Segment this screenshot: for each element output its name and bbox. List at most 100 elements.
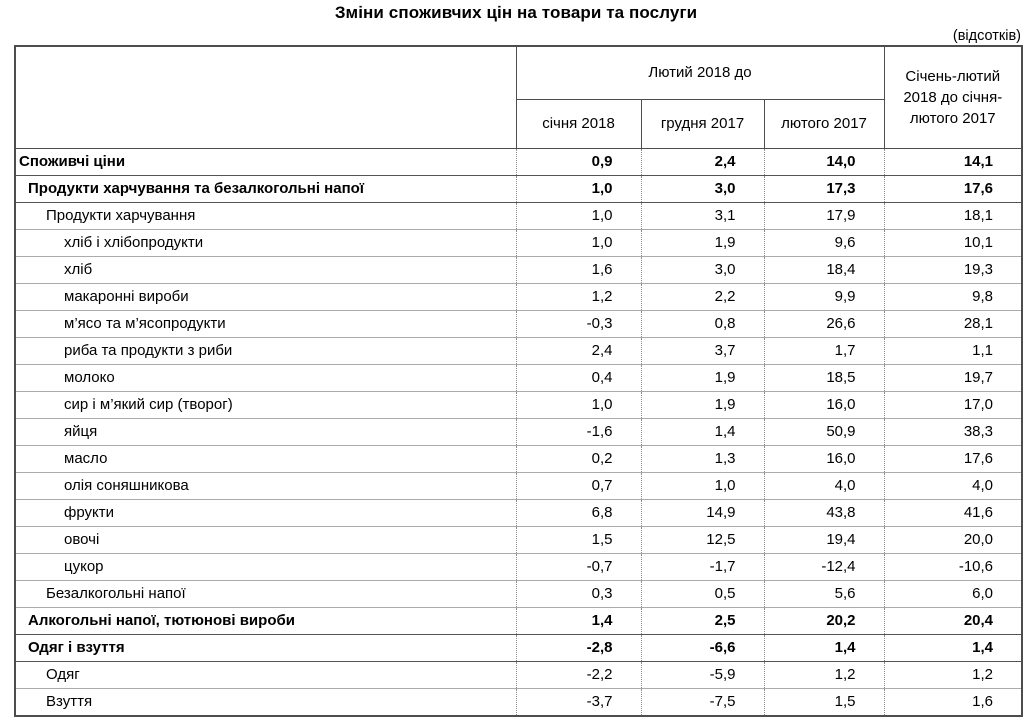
row-value: -7,5 (640, 688, 764, 716)
row-label: Одяг і взуття (15, 633, 516, 662)
row-value: 28,1 (883, 310, 1023, 338)
row-label: фрукти (15, 499, 516, 527)
row-value: 38,3 (883, 418, 1023, 446)
row-value: 0,4 (515, 364, 641, 392)
row-value: 1,0 (515, 229, 641, 257)
table-row: макаронні вироби 1,2 2,2 9,9 9,8 (15, 283, 1023, 311)
row-value: 1,7 (763, 337, 885, 365)
row-value: 2,5 (640, 606, 764, 635)
row-value: 1,5 (763, 688, 885, 716)
row-label: макаронні вироби (15, 283, 516, 311)
table-row: масло 0,2 1,3 16,0 17,6 (15, 445, 1023, 473)
row-value: 19,3 (883, 256, 1023, 284)
table-body: Споживчі ціни 0,9 2,4 14,0 14,1 Продукти харч… (15, 147, 1023, 716)
consumer-prices-table: Лютий 2018 до Січень-лютий 2018 до січня… (14, 45, 1024, 717)
row-value: -3,7 (515, 688, 641, 716)
row-value: 6,8 (515, 499, 641, 527)
table-row: овочі 1,5 12,5 19,4 20,0 (15, 526, 1023, 554)
table-row: Споживчі ціни 0,9 2,4 14,0 14,1 (15, 147, 1023, 176)
table-row: Одяг і взуття -2,8 -6,6 1,4 1,4 (15, 633, 1023, 662)
row-label: Продукти харчування та безалкогольні нап… (15, 174, 516, 203)
row-value: 2,2 (640, 283, 764, 311)
row-value: 1,6 (515, 256, 641, 284)
table-row: хліб 1,6 3,0 18,4 19,3 (15, 256, 1023, 284)
corner-cell (14, 45, 517, 149)
row-value: 1,6 (883, 688, 1023, 716)
row-label: хліб і хлібопродукти (15, 229, 516, 257)
row-value: 0,7 (515, 472, 641, 500)
row-value: -5,9 (640, 661, 764, 689)
row-value: 14,0 (763, 147, 885, 176)
row-value: 1,0 (515, 391, 641, 419)
table-row: Алкогольні напої, тютюнові вироби 1,4 2,5 2… (15, 606, 1023, 635)
row-label: Одяг (15, 661, 516, 689)
row-value: 0,8 (640, 310, 764, 338)
row-value: 17,6 (883, 174, 1023, 203)
row-value: 1,0 (515, 174, 641, 203)
row-value: 18,5 (763, 364, 885, 392)
row-label: олія соняшникова (15, 472, 516, 500)
table-row: Взуття -3,7 -7,5 1,5 1,6 (15, 688, 1023, 716)
row-value: 19,4 (763, 526, 885, 554)
row-value: 18,4 (763, 256, 885, 284)
row-value: -12,4 (763, 553, 885, 581)
row-value: 5,6 (763, 580, 885, 608)
table-row: м’ясо та м’ясопродукти -0,3 0,8 26,6 28,1 (15, 310, 1023, 338)
row-value: 50,9 (763, 418, 885, 446)
row-value: 1,2 (763, 661, 885, 689)
row-label: Безалкогольні напої (15, 580, 516, 608)
row-label: Продукти харчування (15, 202, 516, 230)
row-value: -0,7 (515, 553, 641, 581)
table-row: сир і м’який сир (творог) 1,0 1,9 16,0 17,0 (15, 391, 1023, 419)
row-value: 1,4 (883, 633, 1023, 662)
row-value: 4,0 (883, 472, 1023, 500)
units-note: (відсотків) (952, 28, 1021, 44)
table-row: яйця -1,6 1,4 50,9 38,3 (15, 418, 1023, 446)
row-value: 2,4 (640, 147, 764, 176)
table-row: Одяг -2,2 -5,9 1,2 1,2 (15, 661, 1023, 689)
row-value: -0,3 (515, 310, 641, 338)
row-value: 0,5 (640, 580, 764, 608)
row-value: 1,2 (515, 283, 641, 311)
row-label: сир і м’який сир (творог) (15, 391, 516, 419)
row-value: 2,4 (515, 337, 641, 365)
row-value: 3,0 (640, 174, 764, 203)
row-value: -1,7 (640, 553, 764, 581)
row-value: 41,6 (883, 499, 1023, 527)
row-value: 12,5 (640, 526, 764, 554)
row-value: 1,4 (640, 418, 764, 446)
row-value: 1,9 (640, 229, 764, 257)
row-value: -6,6 (640, 633, 764, 662)
row-value: 17,3 (763, 174, 885, 203)
row-value: 1,1 (883, 337, 1023, 365)
row-value: 1,5 (515, 526, 641, 554)
row-value: 1,3 (640, 445, 764, 473)
row-value: 14,9 (640, 499, 764, 527)
last-column-header: Січень-лютий 2018 до січня-лютого 2017 (883, 45, 1023, 149)
row-value: 1,9 (640, 391, 764, 419)
row-label: масло (15, 445, 516, 473)
row-value: 16,0 (763, 445, 885, 473)
row-value: 17,6 (883, 445, 1023, 473)
row-value: 43,8 (763, 499, 885, 527)
column-group-header: Лютий 2018 до (515, 45, 885, 100)
row-value: 14,1 (883, 147, 1023, 176)
row-value: 3,7 (640, 337, 764, 365)
row-value: 0,3 (515, 580, 641, 608)
table-row: олія соняшникова 0,7 1,0 4,0 4,0 (15, 472, 1023, 500)
table-row: Безалкогольні напої 0,3 0,5 5,6 6,0 (15, 580, 1023, 608)
row-label: Споживчі ціни (15, 147, 516, 176)
row-value: 18,1 (883, 202, 1023, 230)
table-row: цукор -0,7 -1,7 -12,4 -10,6 (15, 553, 1023, 581)
row-value: 9,9 (763, 283, 885, 311)
row-label: Алкогольні напої, тютюнові вироби (15, 606, 516, 635)
row-value: 1,0 (515, 202, 641, 230)
row-value: 10,1 (883, 229, 1023, 257)
row-label: цукор (15, 553, 516, 581)
row-label: хліб (15, 256, 516, 284)
row-label: овочі (15, 526, 516, 554)
row-label: м’ясо та м’ясопродукти (15, 310, 516, 338)
row-value: -2,8 (515, 633, 641, 662)
row-value: 1,0 (640, 472, 764, 500)
row-value: 3,1 (640, 202, 764, 230)
